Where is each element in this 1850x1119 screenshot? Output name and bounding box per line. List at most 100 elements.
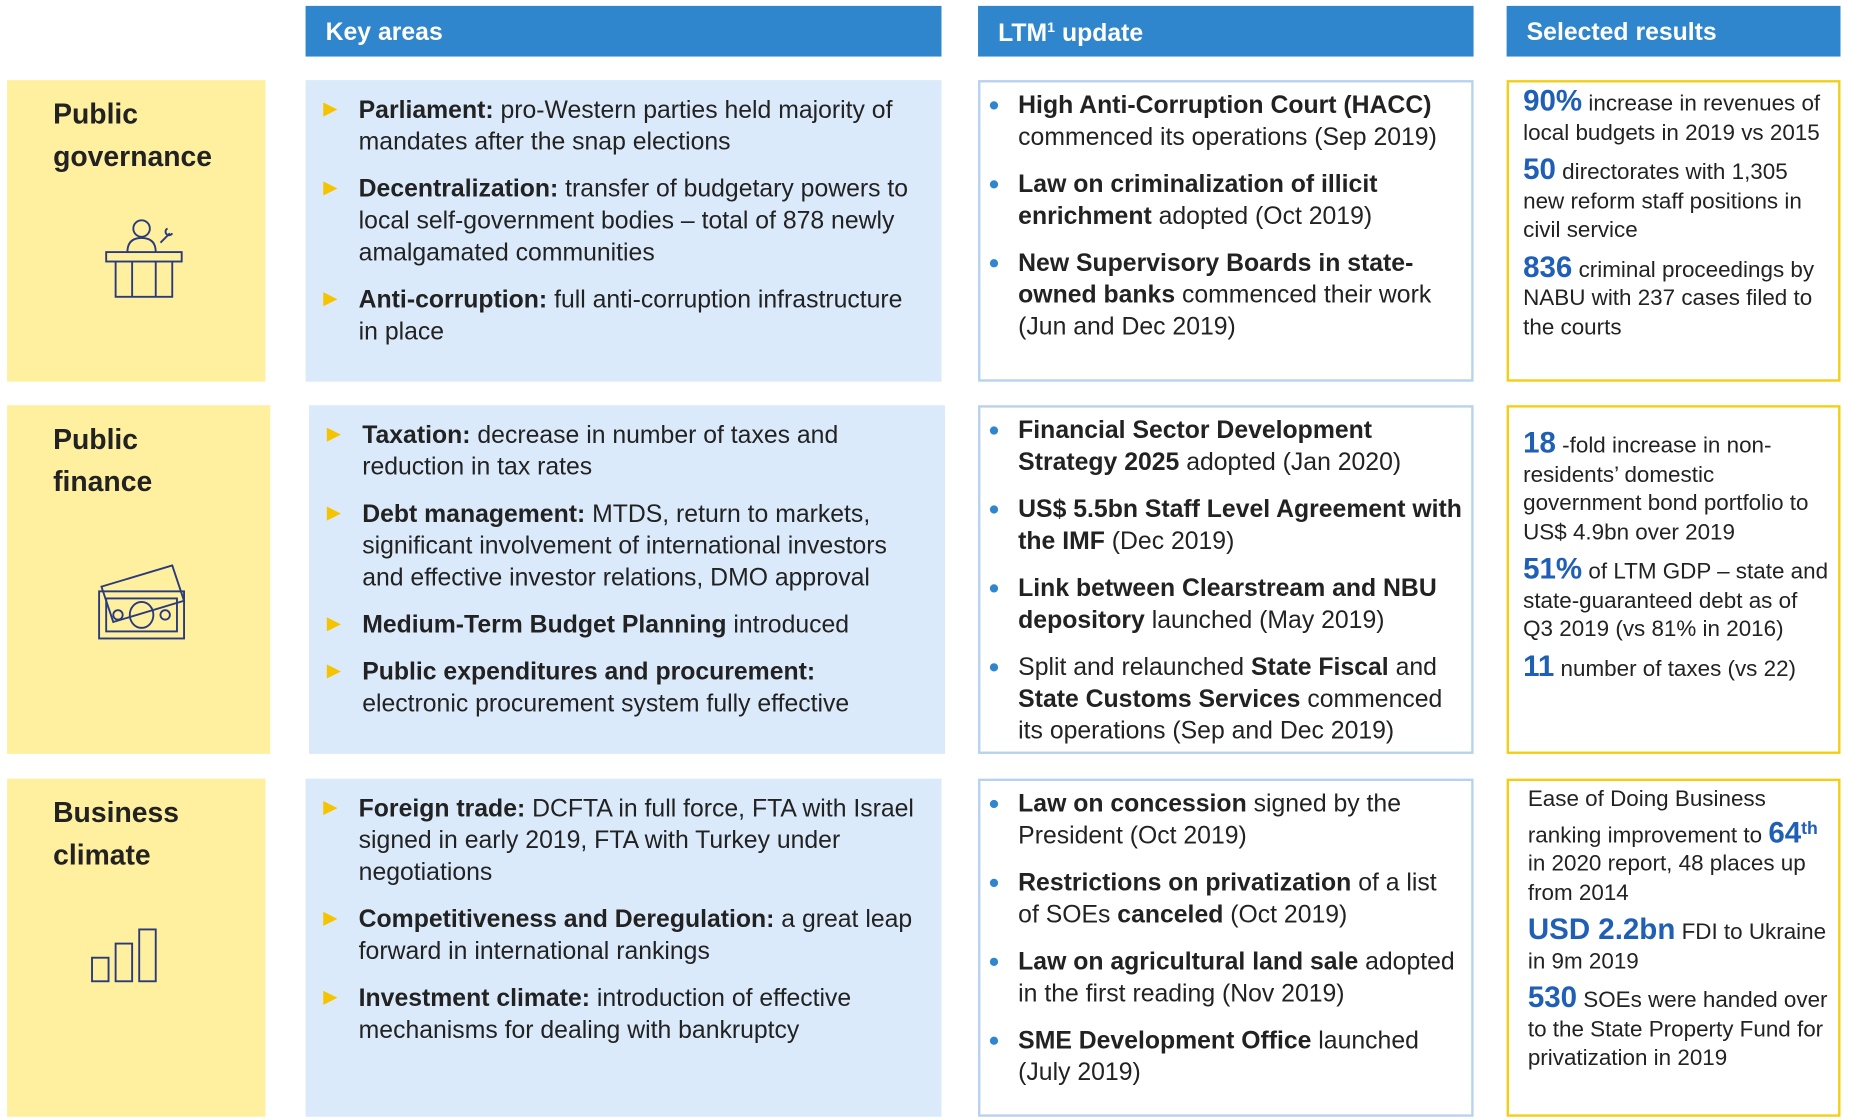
row-title: Public finance	[53, 424, 153, 499]
text-run: Ease of Doing Business ranking improveme…	[1527, 786, 1769, 848]
list-item: Restrictions on privatization of a list …	[989, 867, 1464, 931]
text-run: -fold increase in non-residents’ domesti…	[1523, 433, 1809, 545]
list-item: Split and relaunched State Fiscal and St…	[989, 651, 1464, 746]
text-run: directorates with 1,305 new reform staff…	[1523, 160, 1802, 243]
list-item: Taxation: decrease in number of taxes an…	[326, 419, 924, 483]
text-run: LTM	[998, 20, 1048, 48]
list-item: 90% increase in revenues of local budget…	[1523, 87, 1831, 148]
text-run: launched (May 2019)	[1144, 606, 1385, 634]
list-item: SME Development Office launched (July 20…	[989, 1025, 1464, 1089]
text-run: 11	[1523, 649, 1555, 683]
icon-bars	[91, 928, 157, 983]
text-run: commenced its operations (Sep and Dec 20…	[1018, 685, 1443, 745]
text-run: Foreign trade:	[358, 795, 526, 823]
text-run: introduced	[726, 611, 850, 639]
row-label: Business climate	[7, 778, 266, 1117]
list-item: 50 directorates with 1,305 new reform st…	[1523, 155, 1831, 245]
list-item: 836 criminal proceedings by NABU with 23…	[1523, 250, 1831, 343]
list-item: Law on concession signed by the Presiden…	[989, 788, 1464, 852]
list-item: Debt management: MTDS, return to markets…	[326, 498, 924, 593]
text-run: Restrictions on privatization	[1018, 869, 1352, 897]
text-run: pro-Western parties held majority of man…	[358, 96, 893, 156]
list-item: Ease of Doing Business ranking improveme…	[1528, 786, 1831, 909]
list-item: Law on criminalization of illicit enrich…	[989, 168, 1464, 232]
text-run: a great leap forward in international ra…	[358, 905, 913, 965]
row-label: Public governance	[7, 80, 266, 382]
text-run: Medium-Term Budget Planning	[362, 611, 727, 639]
text-run: US$ 5.5bn Staff Level Agreement with the…	[1018, 495, 1462, 555]
ltm-box: High Anti-Corruption Court (HACC) commen…	[978, 80, 1474, 382]
text-run: Competitiveness and Deregulation:	[358, 905, 775, 933]
text-run: increase in revenues of local budgets in…	[1523, 91, 1821, 146]
list-item: Public expenditures and procurement: ele…	[326, 656, 924, 720]
text-run: 64	[1768, 816, 1802, 850]
list-item: Anti-corruption: full anti-corruption in…	[323, 284, 921, 348]
text-run: decrease in number of taxes and reductio…	[362, 421, 839, 481]
text-run: 1	[1047, 18, 1056, 36]
text-run: Law on agricultural land sale	[1018, 948, 1359, 976]
text-run: canceled	[1117, 901, 1224, 929]
text-run: adopted (Oct 2019)	[1151, 202, 1373, 230]
text-run: SOEs were handed over to the State Prope…	[1527, 988, 1828, 1072]
text-run: and	[1388, 653, 1437, 681]
key-areas-box: Foreign trade: DCFTA in full force, FTA …	[305, 778, 942, 1117]
text-run: adopted in the first reading (Nov 2019)	[1018, 948, 1455, 1008]
text-run: (Oct 2019)	[1223, 901, 1348, 929]
text-run: criminal proceedings by NABU with 237 ca…	[1523, 257, 1815, 340]
list-item: Law on agricultural land sale adopted in…	[989, 946, 1464, 1010]
header-key-areas: Key areas	[305, 5, 942, 57]
key-areas-box: Taxation: decrease in number of taxes an…	[309, 405, 946, 754]
text-run: (Dec 2019)	[1104, 527, 1235, 555]
ltm-box: Financial Sector Development Strategy 20…	[978, 405, 1474, 754]
text-run: Split and relaunched	[1018, 653, 1251, 681]
list-item: Link between Clearstream and NBU deposit…	[989, 573, 1464, 637]
text-run: Anti-corruption:	[358, 286, 548, 314]
text-run: Decentralization:	[358, 175, 559, 203]
text-run: 51%	[1523, 552, 1583, 586]
text-run: adopted (Jan 2020)	[1179, 448, 1402, 476]
text-run: transfer of budgetary powers to local se…	[358, 175, 909, 267]
text-run: signed by the President (Oct 2019)	[1018, 790, 1401, 850]
text-run: 530	[1527, 981, 1578, 1015]
text-run: MTDS, return to markets, significant inv…	[362, 500, 887, 592]
text-run: update	[1055, 20, 1144, 48]
list-item: Foreign trade: DCFTA in full force, FTA …	[323, 793, 921, 888]
header-ltm: LTM1 update	[978, 5, 1474, 57]
list-item: Investment climate: introduction of effe…	[323, 982, 921, 1046]
header-results: Selected results	[1506, 5, 1841, 57]
text-run: High Anti-Corruption Court (HACC)	[1018, 91, 1432, 119]
text-run: Investment climate:	[358, 984, 590, 1012]
list-item: Financial Sector Development Strategy 20…	[989, 415, 1464, 479]
text-run: Parliament:	[358, 96, 494, 124]
text-run: of LTM GDP – state and state-guaranteed …	[1523, 559, 1829, 643]
text-run: New Supervisory Boards in state-owned ba…	[1018, 249, 1414, 309]
list-item: Parliament: pro-Western parties held maj…	[323, 94, 921, 158]
text-run: launched (July 2019)	[1018, 1027, 1419, 1087]
icon-money	[98, 564, 186, 640]
text-run: introduction of effective mechanisms for…	[358, 984, 852, 1044]
text-run: FDI to Ukraine in 9m 2019	[1527, 920, 1827, 975]
icon-podium	[105, 219, 183, 298]
text-run: Selected results	[1526, 18, 1717, 46]
text-run: Financial Sector Development Strategy 20…	[1018, 417, 1373, 476]
text-run: in 2020 report, 48 places up from 2014	[1527, 852, 1806, 906]
text-run: 90%	[1523, 84, 1583, 118]
text-run: number of taxes (vs 22)	[1554, 656, 1797, 682]
results-box: Ease of Doing Business ranking improveme…	[1506, 778, 1841, 1117]
text-run: 836	[1523, 250, 1573, 284]
row-title: Business climate	[53, 797, 179, 872]
list-item: Medium-Term Budget Planning introduced	[326, 609, 924, 641]
row-title: Public governance	[53, 98, 213, 174]
list-item: 51% of LTM GDP – state and state-guarant…	[1523, 552, 1831, 645]
list-item: New Supervisory Boards in state-owned ba…	[989, 247, 1464, 342]
list-item: Decentralization: transfer of budgetary …	[323, 173, 921, 268]
text-run: USD 2.2bn	[1527, 913, 1676, 947]
list-item: USD 2.2bn FDI to Ukraine in 9m 2019	[1527, 913, 1831, 977]
list-item: Competitiveness and Deregulation: a grea…	[323, 904, 921, 968]
text-run: Taxation:	[362, 421, 471, 449]
text-run: Key areas	[325, 18, 443, 46]
list-item: 530 SOEs were handed over to the State P…	[1527, 981, 1831, 1074]
text-run: full anti-corruption infrastructure in p…	[358, 286, 903, 346]
